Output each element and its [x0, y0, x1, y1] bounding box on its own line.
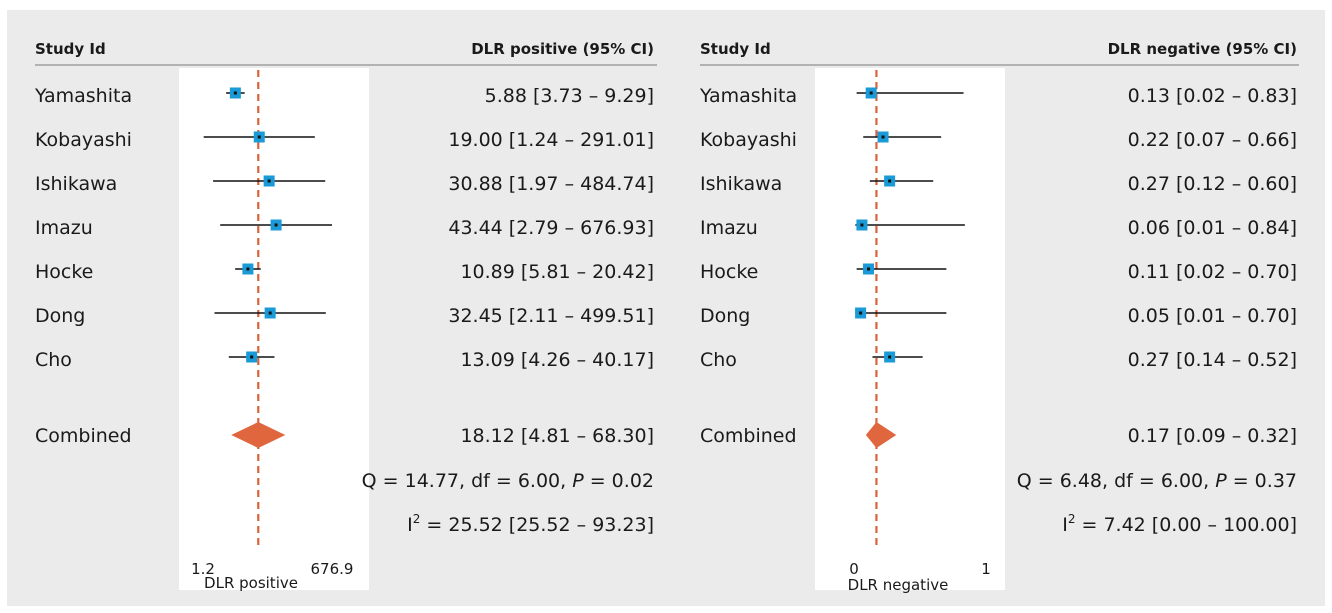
- header-study-id-right: Study Id: [700, 40, 771, 58]
- study-name: Cho: [700, 349, 737, 371]
- forest-marks: [203, 70, 965, 545]
- x-tick-label: 1: [981, 560, 991, 578]
- point-estimate-center: [881, 135, 885, 139]
- p-value: = 0.37: [1227, 470, 1297, 492]
- i2-prefix: I: [407, 514, 413, 536]
- p-symbol: P: [572, 470, 584, 492]
- header-study-id-left: Study Id: [35, 40, 106, 58]
- heterogeneity-q: Q = 14.77, df = 6.00, P = 0.02: [362, 470, 654, 492]
- study-name: Kobayashi: [700, 129, 797, 151]
- study-name: Ishikawa: [35, 173, 117, 195]
- ci-label: 43.44 [2.79 – 676.93]: [448, 217, 654, 239]
- plot-area-left: [179, 68, 369, 590]
- q-prefix: Q = 6.48, df = 6.00,: [1017, 470, 1215, 492]
- ci-label: 0.05 [0.01 – 0.70]: [1128, 305, 1297, 327]
- i2-prefix: I: [1062, 514, 1068, 536]
- combined-label: Combined: [35, 425, 132, 447]
- combined-label: Combined: [700, 425, 797, 447]
- study-name: Dong: [35, 305, 85, 327]
- point-estimate-center: [859, 311, 863, 315]
- study-name: Hocke: [700, 261, 758, 283]
- x-tick-label: 0: [849, 560, 859, 578]
- point-estimate-center: [267, 179, 271, 183]
- point-estimate-center: [246, 267, 250, 271]
- ci-label: 5.88 [3.73 – 9.29]: [485, 85, 654, 107]
- x-axis-label-right: DLR negative: [848, 576, 949, 594]
- study-name: Cho: [35, 349, 72, 371]
- ci-label: 0.13 [0.02 – 0.83]: [1128, 85, 1297, 107]
- i2-value: = 25.52 [25.52 – 93.23]: [420, 514, 654, 536]
- point-estimate-center: [888, 179, 892, 183]
- i2-superscript: 2: [413, 512, 421, 526]
- heterogeneity-i2: I2 = 7.42 [0.00 – 100.00]: [1062, 512, 1297, 536]
- study-name: Hocke: [35, 261, 93, 283]
- heterogeneity-q: Q = 6.48, df = 6.00, P = 0.37: [1017, 470, 1297, 492]
- plot-area-right: [815, 68, 1005, 590]
- q-prefix: Q = 14.77, df = 6.00,: [362, 470, 573, 492]
- p-symbol: P: [1215, 470, 1227, 492]
- point-estimate-center: [869, 91, 873, 95]
- p-value: = 0.02: [584, 470, 654, 492]
- x-tick-label: 676.9: [311, 560, 354, 578]
- forest-plot-figure: Study Id DLR positive (95% CI) Yamashita…: [7, 10, 1325, 606]
- study-name: Kobayashi: [35, 129, 132, 151]
- point-estimate-center: [867, 267, 871, 271]
- point-estimate-center: [257, 135, 261, 139]
- study-name: Imazu: [700, 217, 758, 239]
- combined-diamond: [231, 422, 286, 448]
- ci-label: 10.89 [5.81 – 20.42]: [460, 261, 654, 283]
- ci-label: 0.06 [0.01 – 0.84]: [1128, 217, 1297, 239]
- x-tick-label: 1.2: [191, 560, 215, 578]
- point-estimate-center: [888, 355, 892, 359]
- x-axis-label-left: DLR positive: [204, 574, 298, 592]
- ci-label: 0.27 [0.12 – 0.60]: [1128, 173, 1297, 195]
- ci-label: 13.09 [4.26 – 40.17]: [460, 349, 654, 371]
- combined-ci-label: 0.17 [0.09 – 0.32]: [1128, 425, 1297, 447]
- study-name: Imazu: [35, 217, 93, 239]
- point-estimate-center: [268, 311, 272, 315]
- point-estimate-center: [860, 223, 864, 227]
- i2-superscript: 2: [1068, 512, 1076, 526]
- study-name: Yamashita: [34, 85, 132, 107]
- header-dlr-negative: DLR negative (95% CI): [1108, 40, 1297, 58]
- header-dlr-positive: DLR positive (95% CI): [471, 40, 654, 58]
- heterogeneity-i2: I2 = 25.52 [25.52 – 93.23]: [407, 512, 654, 536]
- study-name: Yamashita: [699, 85, 797, 107]
- panel-dlr-negative: Study Id DLR negative (95% CI) Yamashita…: [699, 40, 1299, 594]
- ci-label: 32.45 [2.11 – 499.51]: [448, 305, 654, 327]
- ci-label: 0.22 [0.07 – 0.66]: [1128, 129, 1297, 151]
- point-estimate-center: [233, 91, 237, 95]
- panel-dlr-positive: Study Id DLR positive (95% CI) Yamashita…: [34, 40, 657, 592]
- ci-label: 30.88 [1.97 – 484.74]: [448, 173, 654, 195]
- combined-ci-label: 18.12 [4.81 – 68.30]: [460, 425, 654, 447]
- i2-value: = 7.42 [0.00 – 100.00]: [1075, 514, 1297, 536]
- study-name: Ishikawa: [700, 173, 782, 195]
- ci-label: 0.27 [0.14 – 0.52]: [1128, 349, 1297, 371]
- point-estimate-center: [274, 223, 278, 227]
- point-estimate-center: [250, 355, 254, 359]
- forest-plot-svg: Study Id DLR positive (95% CI) Yamashita…: [34, 40, 1299, 594]
- study-name: Dong: [700, 305, 750, 327]
- ci-label: 19.00 [1.24 – 291.01]: [448, 129, 654, 151]
- combined-diamond: [865, 422, 897, 448]
- ci-label: 0.11 [0.02 – 0.70]: [1128, 261, 1297, 283]
